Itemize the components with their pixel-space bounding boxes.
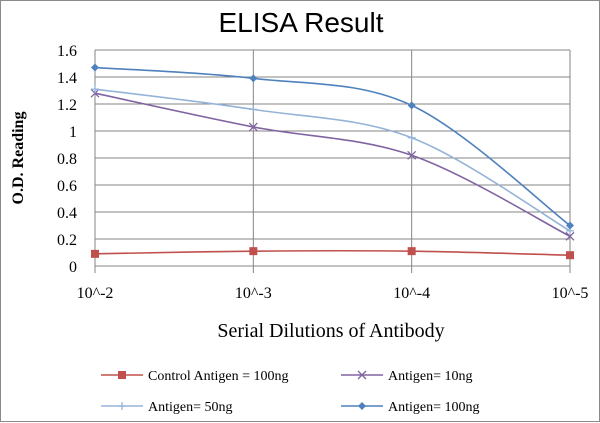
y-tick-label: 1.6 — [57, 43, 77, 60]
legend-label: Antigen= 50ng — [148, 400, 233, 415]
data-point-antigen-10ng — [248, 122, 258, 132]
legend-label: Antigen= 10ng — [388, 369, 473, 384]
data-point-antigen-100ng — [91, 63, 99, 72]
legend-marker-antigen-10ng — [357, 370, 367, 380]
series-line-antigen-50ng — [94, 88, 571, 232]
series-line-control-antigen-100ng — [94, 249, 571, 256]
data-point-antigen-100ng — [566, 221, 574, 230]
data-point-antigen-50ng — [407, 133, 416, 142]
legend-label: Antigen= 100ng — [388, 400, 480, 415]
x-tick-label: 10^-5 — [552, 285, 589, 302]
data-point-control-antigen-100ng — [566, 251, 574, 260]
y-tick-label: 0.8 — [57, 151, 77, 168]
y-axis-label: O.D. Reading — [10, 112, 27, 205]
legend-marker-antigen-50ng — [118, 402, 126, 410]
series-line-antigen-100ng — [94, 66, 571, 227]
data-point-antigen-100ng — [249, 74, 258, 83]
data-point-antigen-10ng — [565, 231, 575, 241]
x-tick-label: 10^-3 — [235, 285, 272, 302]
y-tick-label: 0 — [69, 259, 77, 276]
data-point-antigen-10ng — [407, 150, 417, 160]
data-point-antigen-100ng — [407, 101, 416, 110]
y-tick-label: 0.6 — [57, 178, 77, 195]
x-tick-label: 10^-2 — [77, 285, 114, 302]
chart-title: ELISA Result — [219, 7, 384, 38]
y-tick-label: 0.2 — [57, 232, 77, 249]
series-line-antigen-10ng — [94, 92, 571, 238]
x-axis-label: Serial Dilutions of Antibody — [217, 320, 444, 342]
data-point-antigen-10ng — [90, 88, 100, 98]
data-point-antigen-50ng — [249, 105, 258, 114]
legend-marker-control-antigen-100ng — [118, 371, 126, 379]
y-tick-label: 0.4 — [57, 205, 77, 222]
data-point-control-antigen-100ng — [407, 247, 416, 256]
y-tick-label: 1.4 — [57, 70, 77, 87]
legend-label: Control Antigen = 100ng — [148, 369, 289, 384]
data-point-antigen-50ng — [91, 85, 99, 94]
data-point-control-antigen-100ng — [91, 249, 99, 258]
y-tick-label: 1 — [69, 124, 77, 141]
y-tick-label: 1.2 — [57, 97, 77, 114]
legend-marker-antigen-100ng — [358, 402, 366, 410]
x-tick-label: 10^-4 — [393, 285, 430, 302]
data-point-control-antigen-100ng — [249, 247, 258, 256]
